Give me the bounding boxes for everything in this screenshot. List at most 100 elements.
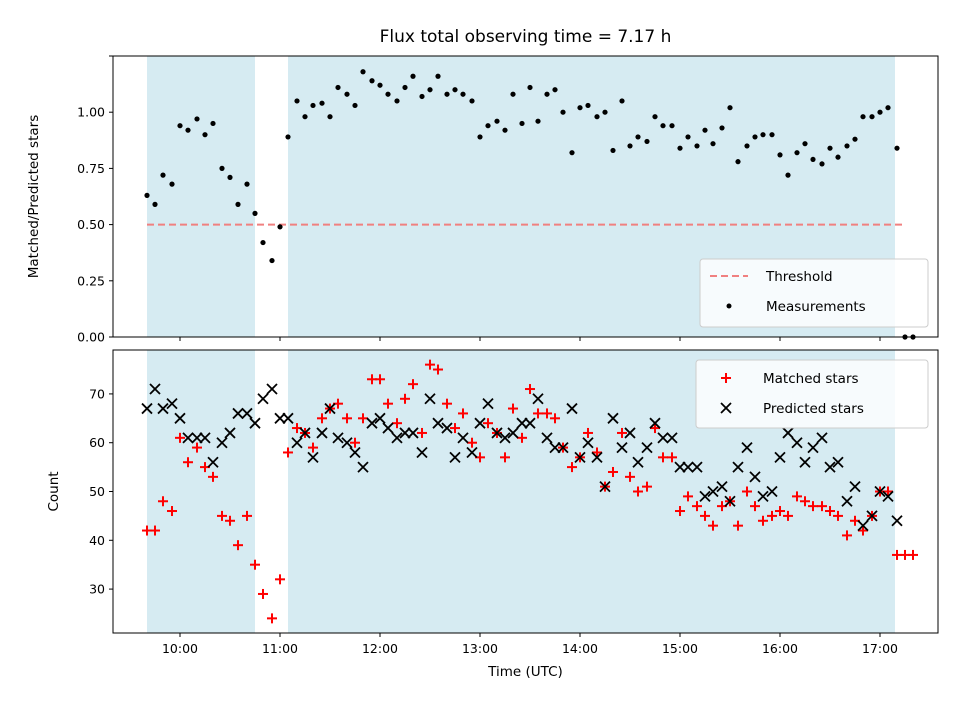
predicted-star-point bbox=[199, 432, 211, 444]
measurement-point bbox=[310, 102, 316, 109]
measurement-point bbox=[144, 192, 150, 198]
matched-star-point bbox=[733, 520, 743, 531]
measurement-point bbox=[794, 150, 800, 156]
measurement-point bbox=[235, 201, 241, 207]
measurement-point bbox=[260, 239, 266, 246]
top-legend: Threshold Measurements bbox=[699, 258, 929, 328]
matched-star-point bbox=[783, 510, 793, 521]
predicted-star-point bbox=[841, 495, 853, 507]
measurement-point bbox=[385, 91, 391, 97]
measurement-point bbox=[269, 257, 275, 264]
measurement-point bbox=[335, 84, 341, 91]
predicted-star-point bbox=[624, 427, 636, 439]
predicted-star-point bbox=[274, 412, 286, 424]
predicted-star-point bbox=[699, 490, 711, 503]
predicted-star-point bbox=[641, 441, 653, 454]
predicted-star-point bbox=[791, 437, 803, 449]
predicted-star-point bbox=[249, 417, 261, 429]
predicted-star-point bbox=[707, 485, 719, 498]
measurement-point bbox=[669, 123, 675, 129]
matched-star-point bbox=[533, 408, 543, 419]
x-tick-label: 15:00 bbox=[662, 641, 698, 656]
y-tick-label: 30 bbox=[89, 582, 105, 597]
measurement-point bbox=[602, 109, 608, 115]
measurement-point bbox=[402, 84, 408, 91]
matched-star-point bbox=[383, 398, 393, 409]
predicted-star-point bbox=[341, 437, 353, 449]
x-tick-label: 13:00 bbox=[462, 641, 498, 656]
predicted-star-point bbox=[807, 441, 819, 454]
shaded-interval bbox=[147, 56, 255, 337]
measurement-point bbox=[185, 127, 191, 133]
y-tick-label: 0.00 bbox=[77, 330, 105, 345]
predicted-star-point bbox=[374, 412, 386, 424]
measurement-point bbox=[727, 105, 733, 111]
predicted-star-point bbox=[691, 461, 703, 473]
predicted-star-point bbox=[741, 441, 753, 454]
legend-measurements-label: Measurements bbox=[766, 299, 866, 315]
predicted-star-point bbox=[557, 441, 569, 454]
predicted-star-point bbox=[157, 402, 169, 415]
predicted-star-point bbox=[574, 451, 586, 463]
top-x-ticks bbox=[179, 337, 881, 341]
legend-predicted-swatch bbox=[720, 402, 732, 414]
measurement-point bbox=[194, 116, 200, 122]
measurement-points bbox=[144, 69, 916, 340]
predicted-star-point bbox=[266, 383, 278, 395]
legend-matched-label: Matched stars bbox=[763, 371, 859, 387]
predicted-star-point bbox=[349, 446, 361, 459]
x-tick-label: 11:00 bbox=[262, 641, 298, 656]
measurement-point bbox=[210, 120, 216, 127]
predicted-star-point bbox=[432, 417, 444, 429]
matched-star-point bbox=[825, 506, 835, 517]
matched-star-point bbox=[567, 462, 577, 473]
top-axes-frame bbox=[112, 55, 939, 338]
predicted-star-point bbox=[399, 427, 411, 439]
predicted-star-point bbox=[191, 432, 203, 444]
measurement-point bbox=[752, 134, 758, 140]
legend-measurements-swatch bbox=[726, 303, 732, 309]
measurement-point bbox=[644, 138, 650, 145]
measurement-point bbox=[202, 132, 208, 138]
measurement-point bbox=[344, 91, 350, 97]
predicted-star-point bbox=[482, 398, 494, 410]
matched-star-point bbox=[208, 471, 218, 482]
predicted-star-point bbox=[499, 432, 511, 444]
predicted-star-point bbox=[307, 451, 319, 463]
measurement-point bbox=[710, 141, 716, 147]
predicted-star-point bbox=[232, 407, 244, 420]
measurement-point bbox=[560, 109, 566, 115]
y-tick-label: 0.25 bbox=[77, 273, 105, 288]
predicted-star-point bbox=[816, 432, 828, 444]
measurement-point bbox=[435, 73, 441, 79]
predicted-star-point bbox=[299, 427, 311, 439]
predicted-star-point bbox=[582, 437, 594, 449]
predicted-star-point bbox=[257, 393, 269, 405]
measurement-point bbox=[760, 132, 766, 138]
predicted-star-point bbox=[591, 451, 603, 463]
predicted-star-point bbox=[466, 446, 478, 459]
measurement-point bbox=[585, 102, 591, 109]
measurement-point bbox=[635, 134, 641, 140]
measurement-point bbox=[735, 159, 741, 165]
chart-title: Flux total observing time = 7.17 h bbox=[380, 27, 672, 47]
predicted-star-point bbox=[241, 407, 253, 420]
matched-star-point bbox=[625, 471, 635, 482]
measurement-point bbox=[627, 143, 633, 149]
measurement-point bbox=[277, 224, 283, 230]
matched-star-point bbox=[508, 403, 518, 414]
predicted-star-point bbox=[224, 427, 236, 439]
matched-star-point bbox=[317, 413, 327, 424]
matched-star-point bbox=[842, 530, 852, 541]
predicted-star-point bbox=[382, 422, 394, 434]
legend-matched-swatch bbox=[721, 373, 731, 383]
measurement-point bbox=[319, 100, 325, 106]
matched-star-point bbox=[308, 442, 318, 453]
x-tick-label: 17:00 bbox=[862, 641, 898, 656]
measurement-point bbox=[769, 132, 775, 138]
measurement-point bbox=[619, 98, 625, 104]
matched-star-point bbox=[458, 408, 468, 419]
matched-star-point bbox=[775, 506, 785, 517]
bottom-legend-box bbox=[695, 359, 929, 429]
